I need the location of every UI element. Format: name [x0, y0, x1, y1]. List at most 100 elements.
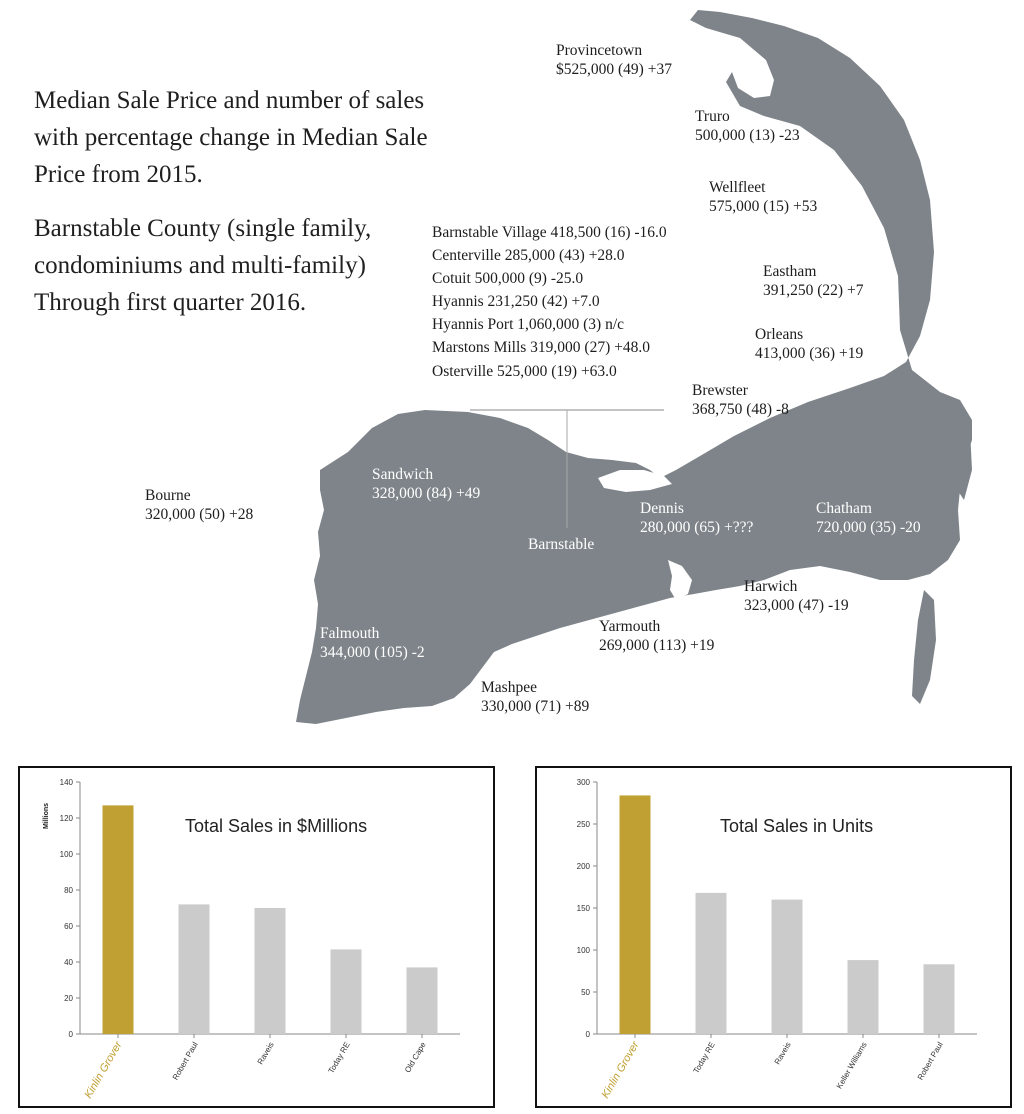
town-stats: 330,000 (71) +89: [481, 698, 590, 715]
barnstable-pointer: [470, 409, 664, 528]
chart-svg: 0 50 100 150 200 250 300 Kinlin Grover Today RE R…: [577, 778, 977, 1101]
village-entry: Hyannis 231,250 (42) +7.0: [432, 293, 600, 311]
bar-raveis: [771, 899, 803, 1034]
y-tick-label: 50: [581, 988, 590, 997]
y-tick-label: 40: [64, 958, 73, 967]
town-label-provincetown: Provincetown $525,000 (49) +37: [556, 41, 672, 79]
village-entry: Centerville 285,000 (43) +28.0: [432, 247, 625, 265]
bar-robert-paul: [923, 964, 955, 1034]
y-tick-label: 0: [586, 1030, 591, 1039]
town-name: Truro: [695, 108, 730, 125]
town-stats: 391,250 (22) +7: [763, 282, 864, 299]
town-stats: 500,000 (13) -23: [695, 127, 800, 144]
town-label-falmouth: Falmouth 344,000 (105) -2: [320, 624, 425, 662]
village-entry: Osterville 525,000 (19) +63.0: [432, 362, 617, 380]
intro-paragraph-1: Median Sale Price and number of sales wi…: [34, 87, 428, 188]
town-name: Eastham: [763, 263, 817, 280]
bar-raveis: [254, 908, 286, 1034]
town-name: Falmouth: [320, 625, 380, 642]
category-label: Old Cape: [403, 1040, 428, 1074]
town-label-harwich: Harwich 323,000 (47) -19: [744, 577, 849, 615]
y-axis-title: Millions: [43, 803, 50, 829]
town-stats: 320,000 (50) +28: [145, 506, 254, 523]
y-tick-label: 100: [577, 946, 591, 955]
town-name: Orleans: [755, 326, 804, 343]
bar-old-cape: [406, 967, 438, 1034]
bar-keller-williams: [847, 960, 879, 1034]
cape-cod-bay-notch: [598, 470, 672, 492]
town-stats: 368,750 (48) -8: [692, 401, 789, 418]
town-name: Dennis: [640, 500, 684, 517]
town-stats: 328,000 (84) +49: [372, 485, 481, 502]
bar-kinlin-grover: [619, 795, 651, 1034]
y-tick-label: 60: [64, 922, 73, 931]
town-label-orleans: Orleans 413,000 (36) +19: [755, 325, 863, 363]
bar-today-re: [695, 892, 727, 1034]
y-tick-label: 140: [60, 778, 74, 787]
chart-title: Total Sales in Units: [720, 816, 873, 836]
barnstable-villages-list: Barnstable Village 418,500 (16) -16.0 Ce…: [432, 221, 667, 383]
category-label: Robert Paul: [916, 1040, 945, 1081]
y-tick-label: 300: [577, 778, 591, 787]
nauset-barrier: [946, 400, 972, 500]
y-tick-label: 120: [60, 814, 74, 823]
category-label: Today RE: [692, 1041, 717, 1076]
category-label: Today RE: [327, 1041, 352, 1076]
town-stats: 575,000 (15) +53: [709, 198, 818, 215]
intro-text: Median Sale Price and number of sales wi…: [34, 82, 434, 338]
bar-robert-paul: [178, 904, 210, 1034]
y-tick-label: 0: [69, 1030, 74, 1039]
y-tick-label: 150: [577, 904, 591, 913]
cape-land-mainland: [296, 10, 972, 724]
town-name: Sandwich: [372, 466, 434, 483]
town-stats: 413,000 (36) +19: [755, 345, 864, 362]
town-name: Bourne: [145, 487, 191, 504]
chart-title: Total Sales in $Millions: [185, 816, 367, 836]
town-name: Harwich: [744, 578, 798, 595]
town-name: Barnstable: [528, 536, 595, 553]
town-stats: $525,000 (49) +37: [556, 61, 672, 78]
intro-paragraph-2: Barnstable County (single family, condom…: [34, 215, 372, 316]
town-label-barnstable: Barnstable: [528, 535, 594, 554]
category-label: Kinlin Grover: [82, 1038, 125, 1100]
monomoy-island: [912, 590, 936, 704]
village-entry: Marstons Mills 319,000 (27) +48.0: [432, 339, 650, 357]
town-label-chatham: Chatham 720,000 (35) -20: [816, 499, 921, 537]
y-tick-label: 100: [60, 850, 74, 859]
town-name: Provincetown: [556, 42, 643, 59]
y-tick-label: 80: [64, 886, 73, 895]
town-name: Wellfleet: [709, 179, 766, 196]
town-name: Chatham: [816, 500, 872, 517]
town-stats: 720,000 (35) -20: [816, 519, 921, 536]
village-entry: Barnstable Village 418,500 (16) -16.0: [432, 224, 667, 241]
category-label: Kinlin Grover: [599, 1038, 642, 1100]
bass-river-inlet: [668, 560, 692, 600]
town-label-eastham: Eastham 391,250 (22) +7: [763, 262, 863, 300]
chart-svg: 0 20 40 60 80 100 120 140 Millions Kinlin Grover R…: [43, 778, 460, 1101]
town-name: Yarmouth: [599, 618, 661, 635]
town-stats: 344,000 (105) -2: [320, 644, 425, 661]
bar-kinlin-grover: [102, 805, 134, 1034]
town-label-wellfleet: Wellfleet 575,000 (15) +53: [709, 178, 817, 216]
town-label-truro: Truro 500,000 (13) -23: [695, 107, 800, 145]
town-label-brewster: Brewster 368,750 (48) -8: [692, 381, 789, 419]
y-tick-label: 200: [577, 862, 591, 871]
y-tick-label: 250: [577, 820, 591, 829]
town-label-sandwich: Sandwich 328,000 (84) +49: [372, 465, 480, 503]
chart-total-sales-units: 0 50 100 150 200 250 300 Kinlin Grover Today RE R…: [535, 766, 1012, 1108]
category-label: Raveis: [256, 1041, 276, 1067]
town-label-dennis: Dennis 280,000 (65) +???: [640, 499, 753, 537]
town-stats: 280,000 (65) +???: [640, 519, 754, 536]
town-label-bourne: Bourne 320,000 (50) +28: [145, 486, 253, 524]
town-label-mashpee: Mashpee 330,000 (71) +89: [481, 678, 589, 716]
town-stats: 269,000 (113) +19: [599, 637, 715, 654]
town-stats: 323,000 (47) -19: [744, 597, 849, 614]
category-label: Raveis: [773, 1041, 793, 1067]
town-name: Mashpee: [481, 679, 537, 696]
category-label: Robert Paul: [171, 1040, 200, 1081]
village-entry: Cotuit 500,000 (9) -25.0: [432, 270, 584, 288]
village-entry: Hyannis Port 1,060,000 (3) n/c: [432, 316, 625, 334]
town-label-yarmouth: Yarmouth 269,000 (113) +19: [599, 617, 714, 655]
cape-cod-map: [296, 10, 972, 724]
bar-today-re: [330, 949, 362, 1034]
